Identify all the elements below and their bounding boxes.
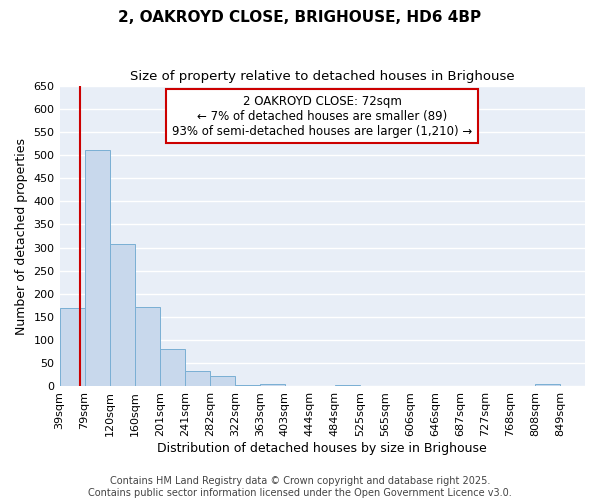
Bar xyxy=(335,384,360,386)
Bar xyxy=(535,384,560,386)
Bar xyxy=(260,384,285,386)
Bar xyxy=(59,308,85,386)
X-axis label: Distribution of detached houses by size in Brighouse: Distribution of detached houses by size … xyxy=(157,442,487,455)
Bar xyxy=(209,376,235,386)
Text: 2 OAKROYD CLOSE: 72sqm
← 7% of detached houses are smaller (89)
93% of semi-deta: 2 OAKROYD CLOSE: 72sqm ← 7% of detached … xyxy=(172,94,472,138)
Bar xyxy=(235,384,260,386)
Bar xyxy=(110,244,134,386)
Text: Contains HM Land Registry data © Crown copyright and database right 2025.
Contai: Contains HM Land Registry data © Crown c… xyxy=(88,476,512,498)
Title: Size of property relative to detached houses in Brighouse: Size of property relative to detached ho… xyxy=(130,70,515,83)
Y-axis label: Number of detached properties: Number of detached properties xyxy=(15,138,28,334)
Bar xyxy=(85,150,110,386)
Bar xyxy=(134,307,160,386)
Text: 2, OAKROYD CLOSE, BRIGHOUSE, HD6 4BP: 2, OAKROYD CLOSE, BRIGHOUSE, HD6 4BP xyxy=(118,10,482,25)
Bar xyxy=(185,371,209,386)
Bar xyxy=(160,350,185,387)
